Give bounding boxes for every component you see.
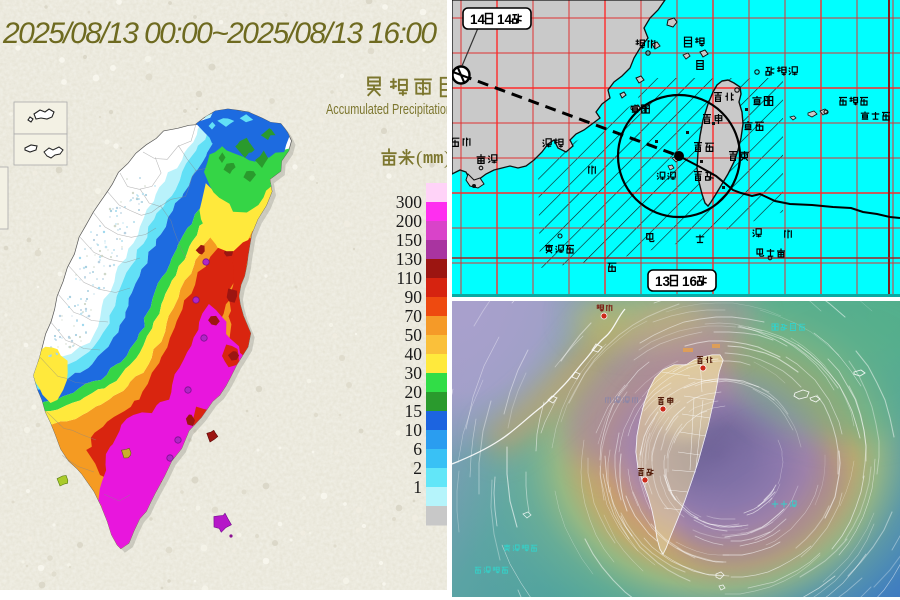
svg-text:1: 1 (413, 477, 422, 497)
svg-text:50: 50 (405, 325, 423, 345)
svg-text:150: 150 (396, 230, 423, 250)
svg-text:14: 14 (470, 12, 486, 27)
svg-text:Accumulated Precipitation: Accumulated Precipitation (326, 101, 452, 118)
svg-text:70: 70 (405, 306, 423, 326)
svg-text:14: 14 (497, 12, 513, 27)
svg-text:2025/08/13 00:00~2025/08/13 16: 2025/08/13 00:00~2025/08/13 16:00 (2, 17, 437, 50)
svg-text:2: 2 (413, 458, 422, 478)
svg-text:10: 10 (405, 420, 423, 440)
svg-text:mm: mm (423, 150, 443, 169)
svg-text:13: 13 (655, 274, 671, 289)
svg-text:300: 300 (396, 192, 423, 212)
svg-text:200: 200 (396, 211, 423, 231)
svg-text:40: 40 (405, 344, 423, 364)
svg-text:90: 90 (405, 287, 423, 307)
svg-text:): ) (444, 148, 450, 169)
svg-text:15: 15 (405, 401, 423, 421)
svg-text:6: 6 (413, 439, 422, 459)
svg-text:(: ( (416, 148, 422, 169)
svg-text:20: 20 (405, 382, 423, 402)
svg-text:16: 16 (682, 274, 698, 289)
svg-text:110: 110 (396, 268, 422, 288)
svg-text:130: 130 (396, 249, 423, 269)
svg-text:30: 30 (405, 363, 423, 383)
